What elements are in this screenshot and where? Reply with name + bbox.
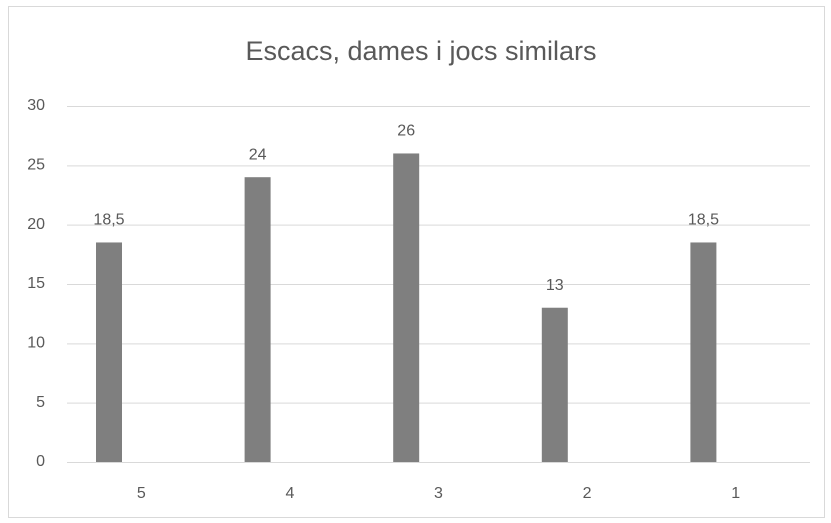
x-tick-label: 5 xyxy=(137,485,146,502)
x-tick-label: 3 xyxy=(434,485,443,502)
y-tick-label: 15 xyxy=(27,275,45,292)
bar xyxy=(690,242,717,462)
data-label: 13 xyxy=(546,277,564,294)
y-tick-label: 10 xyxy=(27,335,45,352)
y-tick-label: 30 xyxy=(27,97,45,114)
data-label: 18,5 xyxy=(688,212,719,229)
bar xyxy=(244,177,271,462)
bar xyxy=(541,307,568,462)
y-tick-label: 0 xyxy=(36,453,45,470)
y-tick-label: 5 xyxy=(36,394,45,411)
y-tick-label: 20 xyxy=(27,216,45,233)
chart-title: Escacs, dames i jocs similars xyxy=(245,36,596,66)
data-label: 18,5 xyxy=(93,212,124,229)
data-label: 24 xyxy=(249,146,267,163)
y-tick-label: 25 xyxy=(27,157,45,174)
x-tick-label: 1 xyxy=(731,485,740,502)
data-label: 26 xyxy=(397,123,415,140)
x-tick-label: 2 xyxy=(583,485,592,502)
bar xyxy=(96,242,122,462)
bar xyxy=(393,153,420,462)
x-tick-label: 4 xyxy=(285,485,294,502)
